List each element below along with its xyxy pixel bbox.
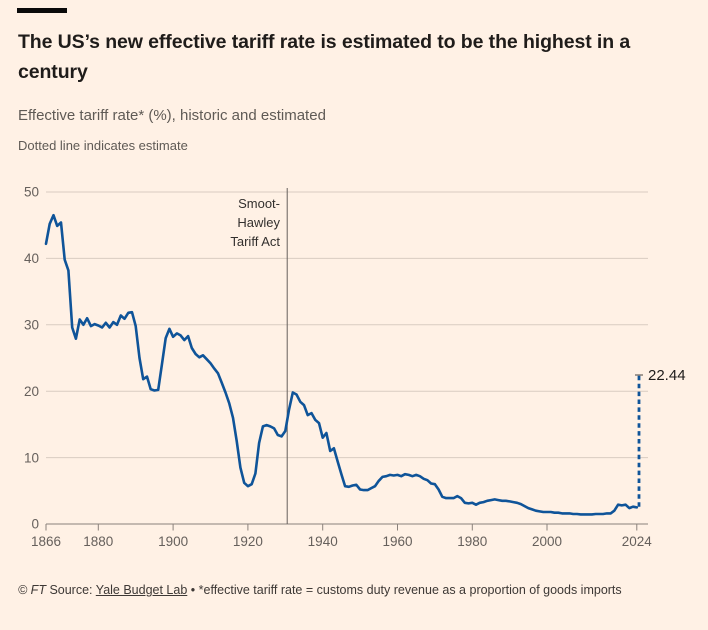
y-tick-label: 20 [24,384,39,399]
source-prefix: Source: [45,583,96,597]
ft-accent-bar [17,8,67,13]
estimate-value-label: 22.44 [648,367,686,384]
footer: © FT Source: Yale Budget Lab • *effectiv… [18,583,698,597]
x-tick-label: 1900 [158,534,188,549]
x-tick-label: 1980 [457,534,487,549]
x-tick-label: 1866 [31,534,61,549]
smoot-hawley-annotation-line-3: Tariff Act [230,234,280,249]
chart-note: Dotted line indicates estimate [18,138,188,153]
footer-separator: • [187,583,199,597]
historic-line [44,213,639,516]
y-tick-label: 10 [24,450,39,465]
smoot-hawley-annotation-line-2: Hawley [237,215,280,230]
x-tick-label: 2024 [622,534,653,549]
chart-title-line-2: century [18,61,88,83]
chart-title-line-1: The US’s new effective tariff rate is es… [18,31,631,53]
ft-copyright: © FT [18,583,46,597]
chart-title: The US’s new effective tariff rate is es… [18,27,694,87]
y-tick-label: 30 [24,318,39,333]
y-tick-label: 50 [24,185,39,200]
chart-subtitle: Effective tariff rate* (%), historic and… [18,107,326,124]
smoot-hawley-annotation-line-1: Smoot- [238,196,280,211]
x-tick-label: 1960 [382,534,412,549]
x-tick-label: 1940 [308,534,338,549]
x-tick-label: 1920 [233,534,263,549]
x-tick-label: 2000 [532,534,562,549]
y-tick-label: 40 [24,251,39,266]
smoot-hawley-annotation: Smoot- Hawley Tariff Act [170,194,280,251]
x-tick-label: 1880 [83,534,113,549]
source-link[interactable]: Yale Budget Lab [95,583,188,597]
footnote: *effective tariff rate = customs duty re… [198,583,622,597]
y-tick-label: 0 [31,517,39,532]
